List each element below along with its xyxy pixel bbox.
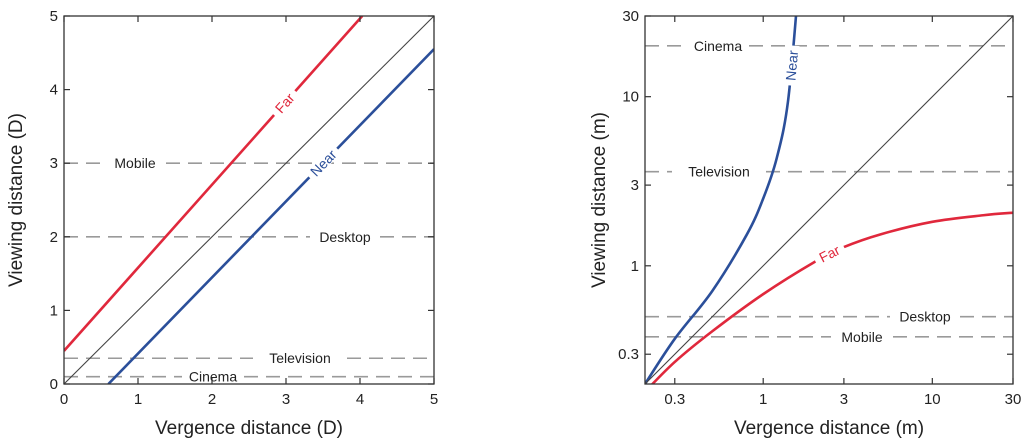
left-y-tick-label: 4 — [50, 82, 58, 99]
right-x-tick-label: 3 — [840, 391, 848, 408]
right-series-near-label: Near — [782, 49, 801, 81]
left-y-tick-label: 0 — [50, 376, 58, 393]
left-x-tick-label: 2 — [208, 391, 216, 408]
right-ref-label-cinema: Cinema — [694, 38, 742, 54]
right-ref-label-desktop: Desktop — [899, 309, 951, 325]
left-series-far-label-gap — [269, 87, 300, 120]
left-y-tick-label: 1 — [50, 302, 58, 319]
right-x-tick-label: 30 — [1005, 391, 1022, 408]
left-x-tick-label: 4 — [356, 391, 364, 408]
right-ref-label-mobile: Mobile — [841, 329, 882, 345]
left-series-far-curve — [64, 16, 364, 352]
left-x-tick-label: 3 — [282, 391, 290, 408]
right-series-near-curve — [645, 16, 798, 384]
left-ref-label-cinema: Cinema — [189, 369, 237, 385]
right-series-near-label-gap — [783, 45, 800, 87]
left-y-tick-label: 3 — [50, 155, 58, 172]
right-y-axis-label: Viewing distance (m) — [589, 112, 610, 288]
left-ref-label-television: Television — [269, 350, 330, 366]
right-y-tick-label: 10 — [622, 89, 639, 106]
right-x-tick-label: 0.3 — [664, 391, 685, 408]
left-y-tick-label: 5 — [50, 8, 58, 25]
right-x-tick-label: 10 — [924, 391, 941, 408]
left-series-near-label-gap — [305, 144, 342, 182]
right-ref-label-television: Television — [688, 164, 749, 180]
left-series-identity-line — [64, 16, 434, 384]
right-y-tick-label: 30 — [622, 8, 639, 25]
left-y-tick-label: 2 — [50, 229, 58, 246]
left-x-tick-label: 1 — [134, 391, 142, 408]
right-y-tick-label: 0.3 — [618, 346, 639, 363]
left-ref-label-desktop: Desktop — [319, 229, 371, 245]
left-x-axis-label: Vergence distance (D) — [155, 418, 343, 439]
right-series-far-label-gap — [812, 241, 847, 267]
right-chart-frame — [644, 15, 1014, 385]
right-series-far-curve — [650, 211, 1013, 384]
right-y-tick-label: 1 — [631, 258, 639, 275]
right-series-identity-line — [645, 16, 1013, 384]
left-x-tick-label: 5 — [430, 391, 438, 408]
right-x-axis-label: Vergence distance (m) — [734, 418, 924, 439]
left-x-tick-label: 0 — [60, 391, 68, 408]
left-ref-label-mobile: Mobile — [114, 155, 155, 171]
right-y-tick-label: 3 — [631, 177, 639, 194]
left-y-axis-label: Viewing distance (D) — [6, 113, 27, 287]
right-x-tick-label: 1 — [759, 391, 767, 408]
left-chart-frame — [63, 15, 435, 385]
left-series-near-curve — [107, 48, 434, 384]
